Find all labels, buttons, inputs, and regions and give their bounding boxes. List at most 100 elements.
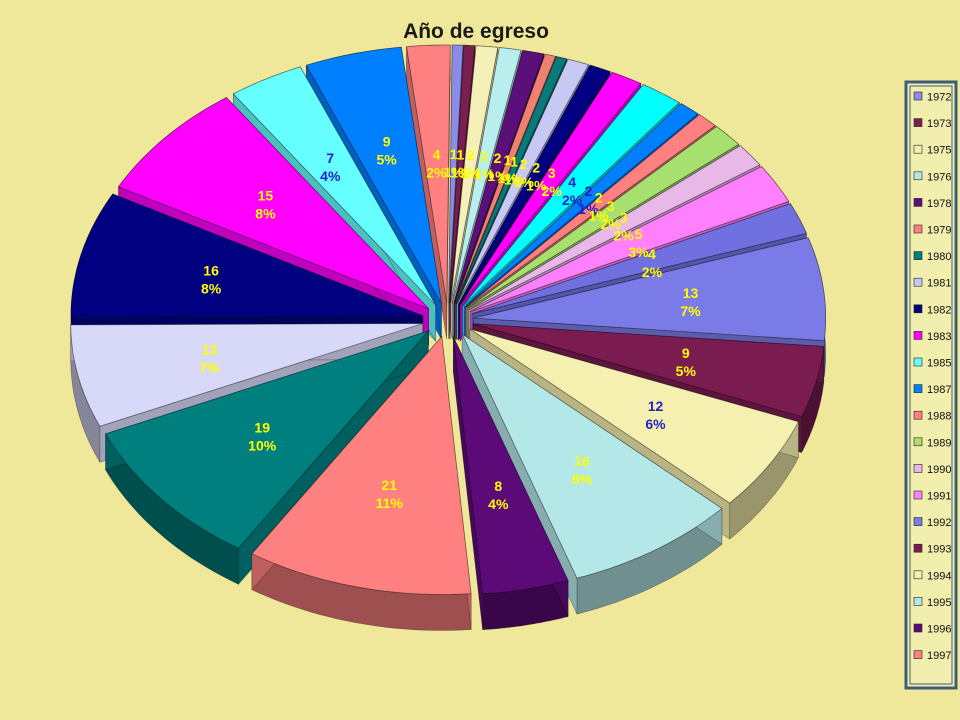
slice-percent-label: 8% — [255, 206, 276, 222]
pie-slice-side — [576, 507, 723, 615]
pie-slice-1992 — [471, 203, 808, 315]
legend-label: 1972 — [927, 92, 951, 104]
pie-slice-1988 — [406, 44, 451, 304]
slice-value-label: 3 — [607, 198, 615, 214]
legend-swatch — [913, 597, 923, 606]
slice-value-label: 13 — [201, 342, 217, 358]
slice-percent-label: 2% — [562, 192, 583, 208]
legend-swatch — [913, 331, 923, 340]
legend-swatch — [913, 251, 923, 260]
slice-percent-label: 3% — [628, 244, 649, 260]
slice-value-label: 1 — [510, 153, 518, 169]
pie-slice-1982 — [70, 193, 424, 318]
legend-label: 1994 — [927, 570, 951, 582]
pie-top-layer — [70, 44, 826, 595]
pie-slice-1987 — [464, 103, 699, 308]
legend-label: 1997 — [927, 650, 951, 662]
pie-slice-1995 — [461, 333, 723, 579]
legend-swatch — [913, 357, 923, 367]
slice-percent-label: 5% — [676, 363, 697, 379]
slice-value-label: 1 — [457, 146, 465, 162]
pie-slice-1983 — [459, 71, 642, 306]
legend-label: 1983 — [927, 331, 951, 343]
slice-percent-label: 1% — [487, 168, 508, 184]
slice-percent-label: 7% — [199, 360, 220, 376]
slice-percent-label: 2% — [426, 164, 447, 180]
pie-slice-1976 — [451, 47, 522, 304]
legend-swatch — [913, 517, 923, 526]
legend-label: 1980 — [927, 251, 951, 263]
chart-title: Año de egreso — [403, 20, 549, 43]
pie-slice-1992 — [473, 237, 826, 342]
legend-swatch — [913, 490, 923, 500]
legend-swatch — [913, 437, 923, 447]
slice-value-label: 19 — [254, 420, 270, 436]
legend: 1972 1973 1975 1976 1978 1979 1980 1981 1982 1983… — [904, 80, 958, 690]
pie-slice-1997 — [251, 335, 472, 595]
slice-value-label: 2 — [595, 189, 603, 205]
slice-value-label: 12 — [648, 398, 664, 414]
slice-value-label: 3 — [548, 165, 556, 181]
pie-slice-1990 — [468, 145, 761, 311]
slice-value-label: 7 — [326, 150, 334, 166]
slice-percent-label: 5% — [376, 152, 397, 168]
legend-label: 1976 — [927, 171, 951, 183]
pie-slice-1982 — [458, 64, 611, 305]
slice-percent-label: 1% — [443, 164, 464, 180]
slice-value-label: 2 — [494, 150, 502, 166]
slice-value-label: 16 — [203, 262, 219, 278]
slice-value-label: 2 — [532, 160, 540, 176]
legend-label: 1995 — [927, 597, 951, 609]
pie-slice-1981 — [70, 323, 423, 427]
legend-label: 1989 — [927, 437, 951, 449]
slice-value-label: 16 — [574, 453, 590, 469]
legend-swatch — [913, 224, 923, 234]
legend-swatch — [913, 171, 923, 181]
slice-percent-label: 6% — [645, 416, 666, 432]
pie-slice-1980 — [104, 330, 430, 549]
pie-slice-1973 — [449, 44, 476, 304]
slice-labels: 11%11%21%21%21%11%11%21%21%32%42%21%21%3… — [199, 134, 701, 513]
legend-label: 1990 — [927, 464, 951, 476]
slice-percent-label: 8% — [201, 280, 222, 296]
legend-label: 1981 — [927, 278, 951, 290]
legend-swatch — [913, 650, 923, 659]
pie-slice-1996 — [452, 336, 569, 595]
slice-value-label: 8 — [494, 478, 502, 494]
legend-swatch — [913, 543, 923, 553]
legend-swatch — [913, 118, 923, 127]
pie-slice-1994 — [469, 328, 799, 504]
legend-items: 1972 1973 1975 1976 1978 1979 1980 1981 1982 1983… — [913, 92, 951, 662]
legend-label: 1975 — [927, 145, 951, 157]
pie-slice-1991 — [470, 166, 790, 312]
legend-label: 1973 — [927, 118, 951, 130]
slice-value-label: 2 — [520, 156, 528, 172]
slice-percent-label: 1% — [460, 165, 481, 181]
slice-percent-label: 10% — [248, 438, 277, 454]
pie-slice-side — [105, 432, 239, 585]
slice-value-label: 1 — [450, 146, 458, 162]
legend-swatch — [913, 623, 923, 633]
slice-percent-label: 2% — [642, 264, 663, 280]
pie-slice-1972 — [448, 44, 464, 304]
legend-swatch — [913, 570, 923, 580]
legend-swatch — [913, 144, 923, 154]
pie-slice-1979 — [454, 53, 557, 304]
pie-slice-1983 — [117, 97, 429, 310]
legend-label: 1988 — [927, 411, 951, 423]
legend-swatch — [913, 384, 923, 393]
slice-percent-label: 8% — [572, 471, 593, 487]
slice-percent-label: 1% — [474, 166, 495, 182]
slice-value-label: 4 — [568, 174, 576, 190]
legend-label: 1996 — [927, 624, 951, 636]
legend-label: 1978 — [927, 198, 951, 210]
legend-swatch — [913, 464, 923, 473]
slice-percent-label: 1% — [504, 171, 525, 187]
slice-percent-label: 4% — [320, 168, 341, 184]
pie-slice-1989 — [466, 125, 740, 309]
slice-percent-label: 7% — [680, 303, 701, 319]
pie-slice-1993 — [472, 323, 825, 418]
pie-slice-1981 — [456, 58, 590, 305]
legend-label: 1993 — [927, 544, 951, 556]
